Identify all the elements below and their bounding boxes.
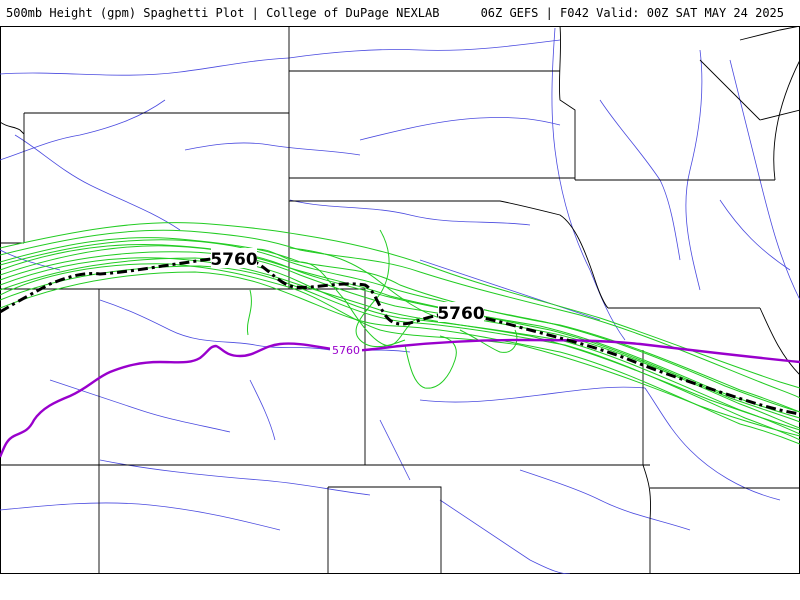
plot-title: 500mb Height (gpm) Spaghetti Plot | Coll… <box>6 6 440 20</box>
spaghetti-map: 5760 5760 5760 <box>0 26 800 574</box>
header-bar: 500mb Height (gpm) Spaghetti Plot | Coll… <box>0 0 800 26</box>
ensemble-mean-contour <box>0 256 800 416</box>
mean-contour-label-east: 5760 <box>437 304 484 324</box>
model-valid-time: 06Z GEFS | F042 Valid: 00Z SAT MAY 24 20… <box>480 6 784 20</box>
member-contours <box>0 222 800 445</box>
footer-margin <box>0 574 800 600</box>
river-lines <box>0 27 800 574</box>
reference-contour-label: 5760 <box>332 344 360 357</box>
reference-contour-line <box>0 338 800 458</box>
mean-contour-label-west: 5760 <box>210 250 257 270</box>
state-borders <box>0 26 800 574</box>
